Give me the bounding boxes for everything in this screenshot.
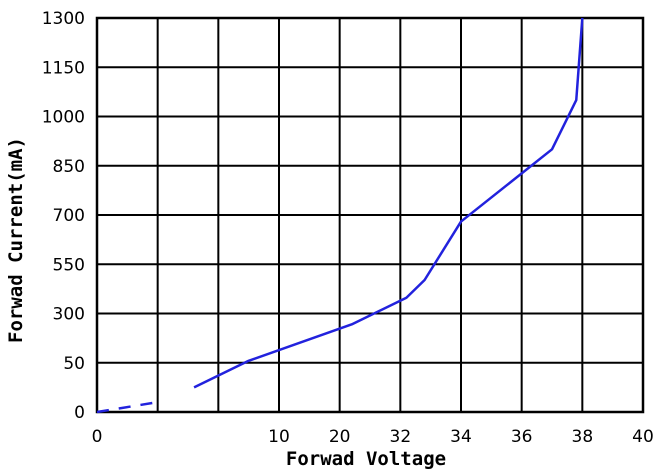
y-tick-label: 50: [63, 354, 85, 374]
grid: [96, 17, 644, 413]
y-tick-label: 700: [53, 206, 85, 226]
x-tick-label: 36: [511, 427, 533, 447]
x-tick-labels: 0 10 20 32 34 36 38 40: [92, 427, 654, 447]
plot-frame: [95, 16, 645, 414]
y-axis-title: Forwad Current(mA): [5, 137, 27, 343]
x-tick-label: 40: [632, 427, 654, 447]
x-tick-label: 10: [268, 427, 290, 447]
data-lines: [96, 17, 584, 414]
plot-border: [95, 16, 645, 414]
x-tick-label: 0: [92, 427, 103, 447]
x-tick-label: 34: [450, 427, 472, 447]
y-tick-label: 300: [53, 305, 85, 325]
y-tick-label: 850: [53, 157, 85, 177]
y-tick-label: 1300: [42, 9, 85, 29]
dashed-start-segment: [96, 400, 158, 414]
y-tick-labels: 0 50 300 550 700 850 1000 1150 1300: [42, 9, 85, 423]
x-axis-title: Forwad Voltage: [286, 448, 446, 470]
x-tick-label: 32: [390, 427, 412, 447]
x-tick-label: 38: [572, 427, 594, 447]
current-curve: [193, 17, 584, 389]
y-tick-label: 0: [74, 403, 85, 423]
y-tick-label: 550: [53, 255, 85, 275]
y-tick-label: 1150: [42, 58, 85, 78]
x-tick-label: 20: [329, 427, 351, 447]
y-tick-label: 1000: [42, 108, 85, 128]
